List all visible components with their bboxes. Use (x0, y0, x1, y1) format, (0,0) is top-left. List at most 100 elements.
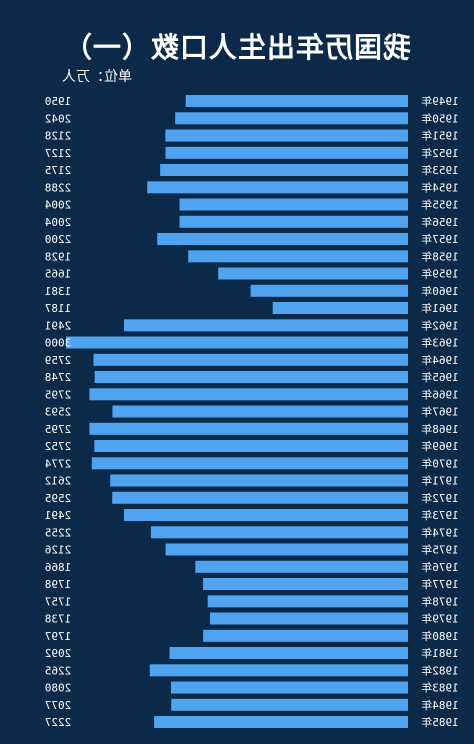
year-label: 1979年 (421, 612, 459, 626)
value-label: 2042 (45, 112, 72, 125)
bar-1965年 (94, 371, 408, 383)
year-label: 1956年 (421, 215, 459, 229)
bar-1979年 (209, 612, 408, 625)
bar-1983年 (170, 681, 408, 694)
bar-1981年 (169, 647, 408, 659)
value-label: 1866 (45, 561, 72, 574)
year-label: 1970年 (421, 456, 459, 470)
bar-1949年 (185, 95, 408, 107)
year-label: 1969年 (421, 439, 459, 453)
bar-1977年 (203, 578, 408, 590)
year-label: 1950年 (421, 111, 459, 125)
value-label: 2004 (44, 216, 71, 229)
bar-1954年 (147, 181, 408, 194)
value-label: 2080 (45, 682, 72, 695)
value-label: 1950 (45, 95, 72, 108)
bar-1958年 (188, 250, 408, 263)
year-label: 1976年 (421, 560, 459, 574)
bar-1975年 (165, 543, 408, 556)
year-label: 1957年 (421, 232, 459, 246)
bar-1969年 (94, 440, 409, 452)
value-label: 1928 (45, 250, 72, 263)
bar-1952年 (165, 146, 408, 159)
year-label: 1963年 (421, 336, 459, 350)
year-label: 1954年 (421, 180, 459, 194)
bar-1984年 (171, 698, 408, 711)
year-label: 1949年 (421, 94, 459, 108)
year-label: 1972年 (421, 491, 459, 505)
value-label: 2752 (45, 440, 72, 453)
value-label: 2795 (45, 423, 72, 436)
year-label: 1982年 (421, 663, 459, 677)
value-label: 2128 (45, 130, 72, 143)
value-label: 1187 (45, 302, 72, 315)
bar-1976年 (195, 560, 408, 573)
year-label: 1962年 (421, 318, 459, 332)
value-label: 1738 (45, 613, 72, 626)
value-label: 2175 (45, 164, 72, 177)
year-label: 1955年 (421, 198, 459, 212)
value-label: 1381 (45, 285, 72, 298)
year-label: 1960年 (421, 284, 459, 298)
bar-1964年 (93, 353, 408, 366)
value-label: 2265 (45, 664, 72, 677)
value-label: 2748 (45, 371, 72, 384)
value-label: 2491 (45, 509, 72, 522)
year-label: 1966年 (421, 387, 459, 401)
year-label: 1980年 (421, 629, 459, 643)
bar-1956年 (179, 215, 408, 228)
value-label: 3000 (45, 337, 72, 350)
year-label: 1967年 (421, 405, 459, 419)
year-label: 1978年 (421, 594, 459, 608)
year-label: 1974年 (421, 525, 459, 539)
year-label: 1964年 (421, 353, 459, 367)
bar-1970年 (91, 457, 409, 470)
year-label: 1958年 (421, 249, 459, 263)
year-label: 1977年 (421, 577, 459, 591)
bar-1973年 (124, 509, 408, 521)
value-label: 1665 (45, 268, 72, 281)
bar-1955年 (179, 198, 408, 211)
year-label: 1981年 (421, 646, 459, 660)
value-label: 2288 (45, 181, 72, 194)
value-label: 2795 (45, 388, 72, 401)
year-label: 1983年 (421, 681, 459, 695)
value-label: 2491 (45, 319, 72, 332)
value-label: 2595 (45, 492, 72, 505)
year-label: 1975年 (421, 543, 459, 557)
bar-1968年 (89, 422, 409, 435)
bar-1962年 (124, 319, 408, 332)
year-label: 1985年 (421, 715, 459, 729)
bar-1951年 (165, 129, 408, 142)
bar-1957年 (157, 233, 408, 245)
bar-1959年 (218, 267, 408, 280)
year-label: 1973年 (421, 508, 459, 522)
value-label: 2612 (45, 475, 72, 488)
value-label: 2127 (45, 147, 72, 160)
bar-1950年 (175, 112, 408, 125)
bar-1963年 (66, 336, 408, 349)
year-label: 1968年 (421, 422, 459, 436)
bar-1985年 (154, 716, 408, 728)
year-label: 1953年 (421, 163, 459, 177)
value-label: 2077 (45, 699, 72, 712)
value-label: 1798 (45, 578, 72, 591)
bar-1982年 (149, 664, 409, 677)
value-label: 2126 (45, 544, 72, 557)
bar-1967年 (112, 405, 409, 418)
value-label: 1797 (45, 630, 72, 643)
year-label: 1984年 (421, 698, 459, 712)
value-label: 2227 (45, 716, 72, 729)
year-label: 1971年 (421, 474, 459, 488)
value-label: 2200 (45, 233, 72, 246)
bar-1971年 (110, 474, 408, 487)
bar-1966年 (89, 388, 409, 401)
value-label: 2092 (45, 647, 72, 660)
value-label: 2774 (44, 457, 71, 470)
bar-1961年 (272, 302, 408, 314)
bar-1980年 (203, 629, 408, 642)
bar-1953年 (160, 164, 408, 176)
value-label: 2004 (44, 199, 71, 212)
